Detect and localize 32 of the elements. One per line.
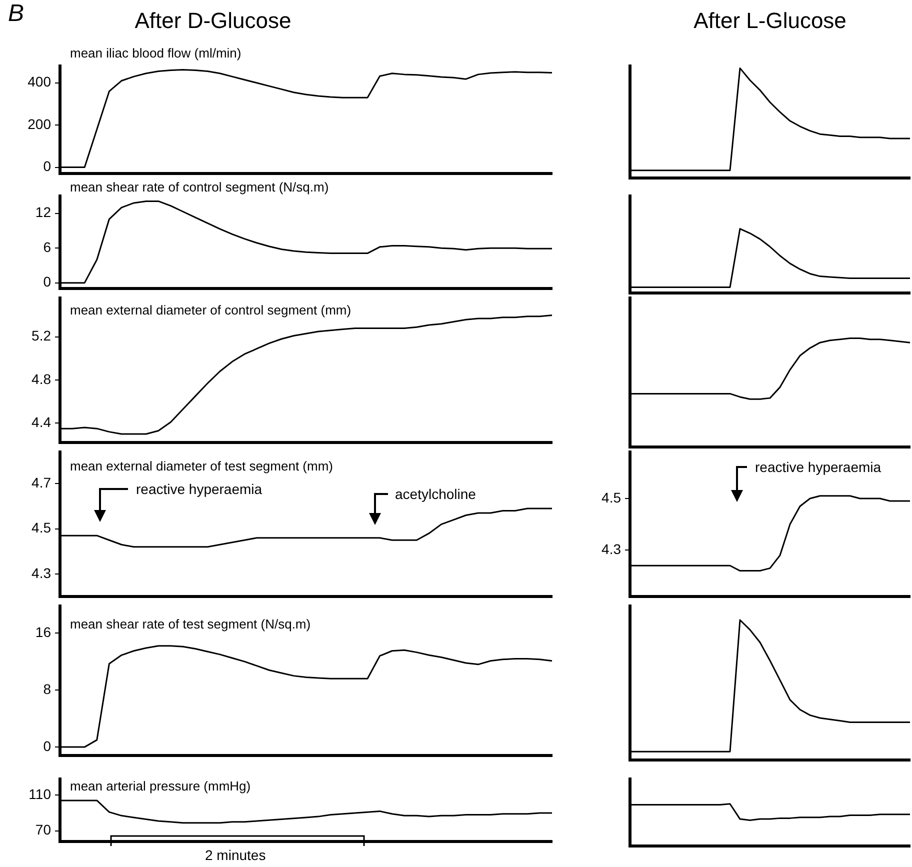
text: 2 minutes [205, 847, 266, 863]
chart-title: After D-Glucose [134, 8, 292, 34]
y-tick-label: 4.4 [32, 414, 52, 430]
y-tick-label: 0 [43, 158, 52, 174]
annotation: reactive hyperaemia [136, 481, 262, 497]
y-axis-title: mean arterial pressure (mmHg) [70, 778, 251, 794]
y-tick-label: 5.2 [32, 328, 52, 344]
y-axis-title: mean shear rate of control segment (N/sq.m) [70, 180, 329, 195]
y-tick-label: 12 [35, 204, 52, 220]
y-tick-label: 110 [28, 786, 52, 802]
y-axis-title: mean shear rate of test segment (N/sq.m) [70, 616, 311, 632]
y-tick-label: 4.3 [602, 540, 622, 557]
y-tick-label: 4.3 [32, 564, 52, 581]
annotation: reactive hyperaemia [755, 459, 882, 475]
y-tick-label: 4.5 [602, 489, 622, 506]
y-tick-label: 70 [35, 822, 52, 838]
y-tick-label: 16 [35, 624, 52, 640]
y-axis-title: mean external diameter of test segment (mm) [70, 458, 333, 474]
chart-title: After L-Glucose [694, 8, 846, 34]
y-tick-label: 400 [28, 74, 52, 90]
text: B [8, 0, 24, 28]
annotation: acetylcholine [395, 486, 476, 502]
y-tick-label: 6 [43, 238, 52, 255]
y-axis-title: mean iliac blood flow (ml/min) [70, 46, 242, 61]
y-tick-label: 0 [43, 738, 52, 754]
y-axis-title: mean external diameter of control segment (mm) [70, 302, 352, 318]
y-tick-label: 4.8 [32, 370, 52, 387]
y-tick-label: 4.7 [32, 474, 52, 490]
y-tick-label: 8 [43, 680, 52, 697]
y-tick-label: 0 [43, 274, 52, 290]
y-tick-label: 4.5 [32, 520, 52, 536]
y-tick-label: 200 [28, 116, 52, 132]
